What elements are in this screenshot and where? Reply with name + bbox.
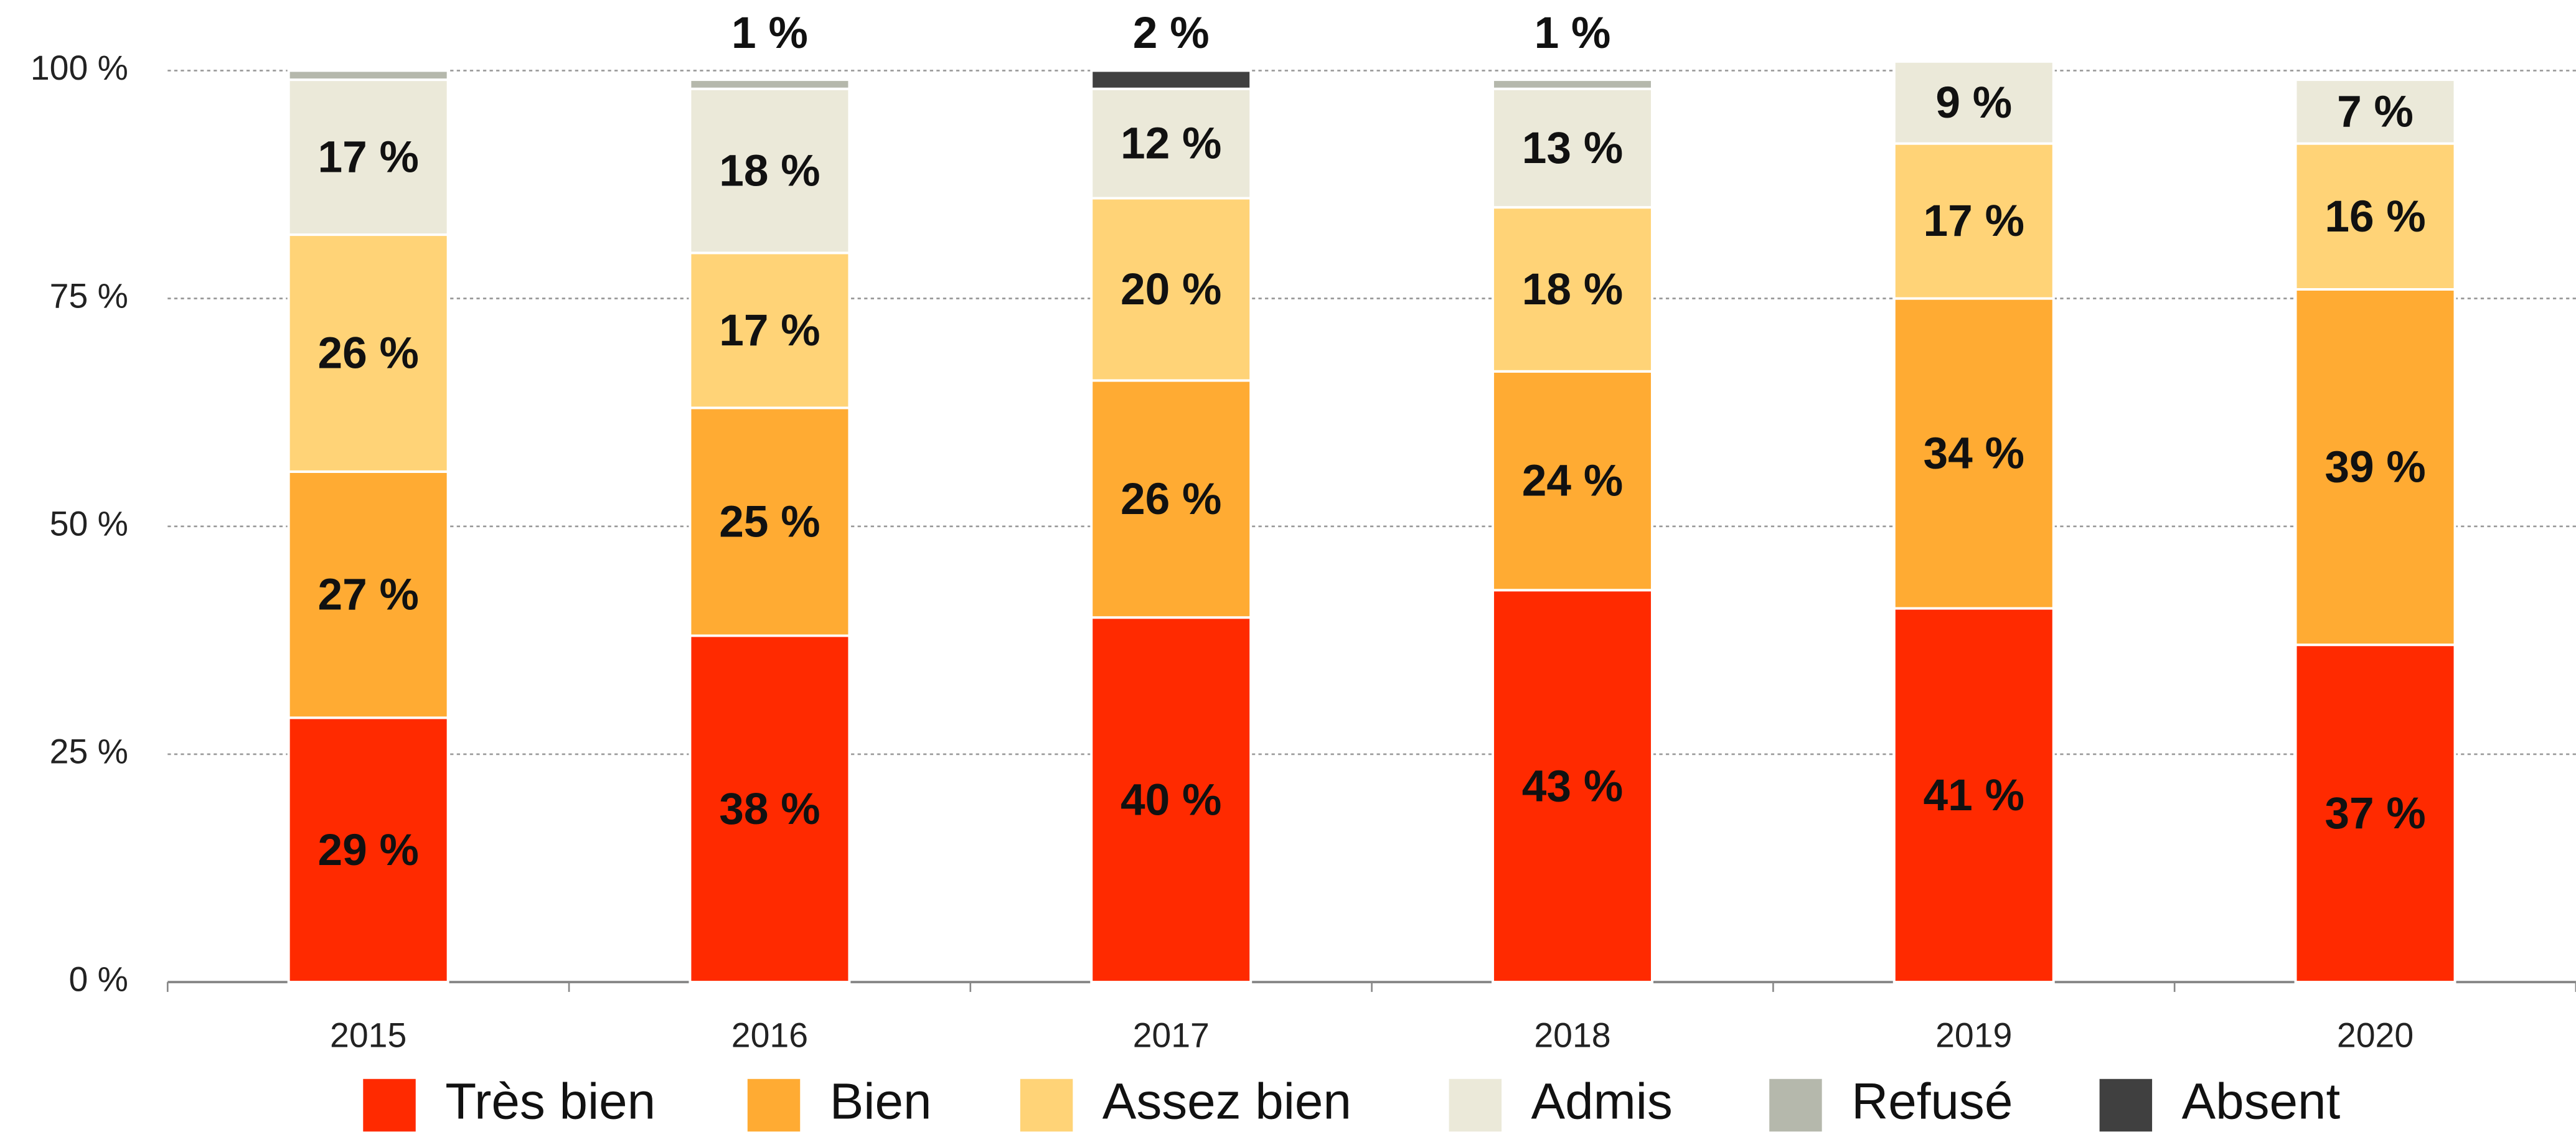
bar-segment [1492, 206, 1653, 373]
y-tick-label: 75 % [50, 276, 128, 315]
x-tick-label: 2015 [330, 1016, 407, 1054]
bar-segment [1090, 69, 1253, 90]
bar-segment [1492, 589, 1653, 984]
x-tick-label: 2020 [2337, 1016, 2414, 1054]
bar-segment [2294, 142, 2456, 291]
x-tick-label: 2019 [1935, 1016, 2012, 1054]
value-label: 18 % [719, 146, 820, 196]
value-label: 1 % [731, 8, 808, 58]
x-tick-label: 2017 [1133, 1016, 1210, 1054]
bar-segment [1892, 297, 2055, 610]
value-label: 26 % [1121, 474, 1221, 524]
value-label: 12 % [1121, 119, 1221, 169]
bar-segment [1492, 370, 1653, 592]
value-label: 40 % [1121, 775, 1221, 825]
bar-segment [689, 251, 851, 409]
y-tick-label: 50 % [50, 504, 128, 543]
bar-segment [1892, 142, 2055, 300]
legend-swatch [2099, 1078, 2153, 1132]
value-label: 26 % [317, 329, 418, 378]
bar-segment [287, 716, 449, 984]
bar-segment [689, 406, 851, 637]
value-label: 17 % [317, 133, 418, 182]
y-tick-label: 25 % [50, 732, 128, 771]
bar-segment [1492, 78, 1653, 90]
bar-segment [1090, 379, 1253, 619]
legend-label: Admis [1531, 1074, 1673, 1130]
bar-segment [1492, 87, 1653, 209]
legend-label: Absent [2182, 1074, 2341, 1130]
y-tick-label: 100 % [31, 49, 128, 87]
value-label: 37 % [2325, 788, 2425, 838]
value-label: 41 % [1924, 770, 2024, 820]
value-label: 7 % [2337, 87, 2414, 136]
value-label: 13 % [1522, 123, 1623, 173]
bar-segment [2294, 78, 2456, 145]
bar-segment [1892, 607, 2055, 984]
value-label: 43 % [1522, 761, 1623, 811]
legend-label: Bien [830, 1074, 932, 1130]
value-label: 9 % [1935, 78, 2012, 128]
value-label: 18 % [1522, 264, 1623, 314]
legend-label: Très bien [445, 1074, 656, 1130]
value-label: 29 % [317, 825, 418, 875]
bar-segment [689, 78, 851, 90]
value-label: 1 % [1535, 8, 1611, 58]
bar-segment [2294, 643, 2456, 984]
value-label: 25 % [719, 497, 820, 547]
bar-segment [2294, 288, 2456, 647]
bar-segment [1090, 87, 1253, 200]
value-label: 16 % [2325, 192, 2425, 241]
legend-label: Assez bien [1102, 1074, 1351, 1130]
x-tick-label: 2016 [731, 1016, 808, 1054]
legend-swatch [747, 1078, 801, 1132]
value-label: 2 % [1133, 8, 1210, 58]
value-label: 17 % [1924, 196, 2024, 246]
bar-segment [1090, 197, 1253, 382]
legend-swatch [1769, 1078, 1822, 1132]
value-label: 39 % [2325, 442, 2425, 492]
legend-label: Refusé [1851, 1074, 2013, 1130]
bar-segment [287, 69, 449, 82]
value-label: 27 % [317, 570, 418, 620]
value-label: 34 % [1924, 429, 2024, 479]
bar-segment [689, 87, 851, 255]
value-label: 20 % [1121, 264, 1221, 314]
value-label: 24 % [1522, 456, 1623, 506]
value-label: 38 % [719, 784, 820, 834]
bar-segment [689, 634, 851, 984]
bar-segment [1892, 60, 2055, 145]
legend-swatch [1449, 1078, 1502, 1132]
legend-swatch [363, 1078, 416, 1132]
legend-swatch [1020, 1078, 1073, 1132]
y-tick-label: 0 % [68, 960, 128, 999]
x-tick-label: 2018 [1534, 1016, 1610, 1054]
value-label: 17 % [719, 306, 820, 355]
